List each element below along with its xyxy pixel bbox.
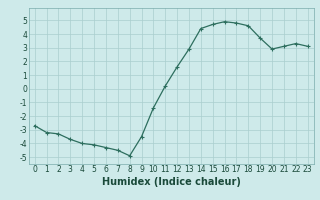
X-axis label: Humidex (Indice chaleur): Humidex (Indice chaleur) xyxy=(102,177,241,187)
